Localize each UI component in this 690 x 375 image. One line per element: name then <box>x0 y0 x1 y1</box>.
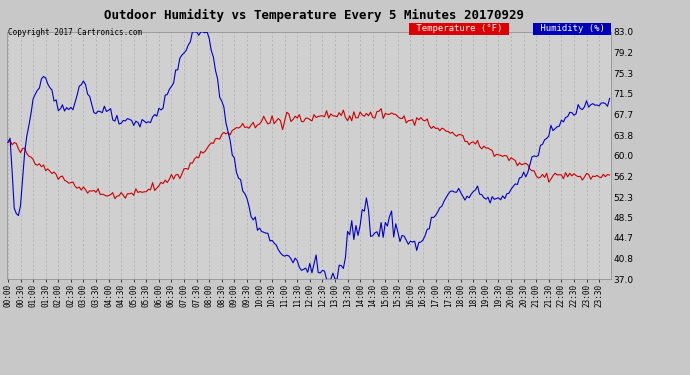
Text: Outdoor Humidity vs Temperature Every 5 Minutes 20170929: Outdoor Humidity vs Temperature Every 5 … <box>104 9 524 22</box>
Text: Copyright 2017 Cartronics.com: Copyright 2017 Cartronics.com <box>8 28 142 37</box>
Text: Temperature (°F): Temperature (°F) <box>411 24 507 33</box>
Text: Humidity (%): Humidity (%) <box>535 24 610 33</box>
